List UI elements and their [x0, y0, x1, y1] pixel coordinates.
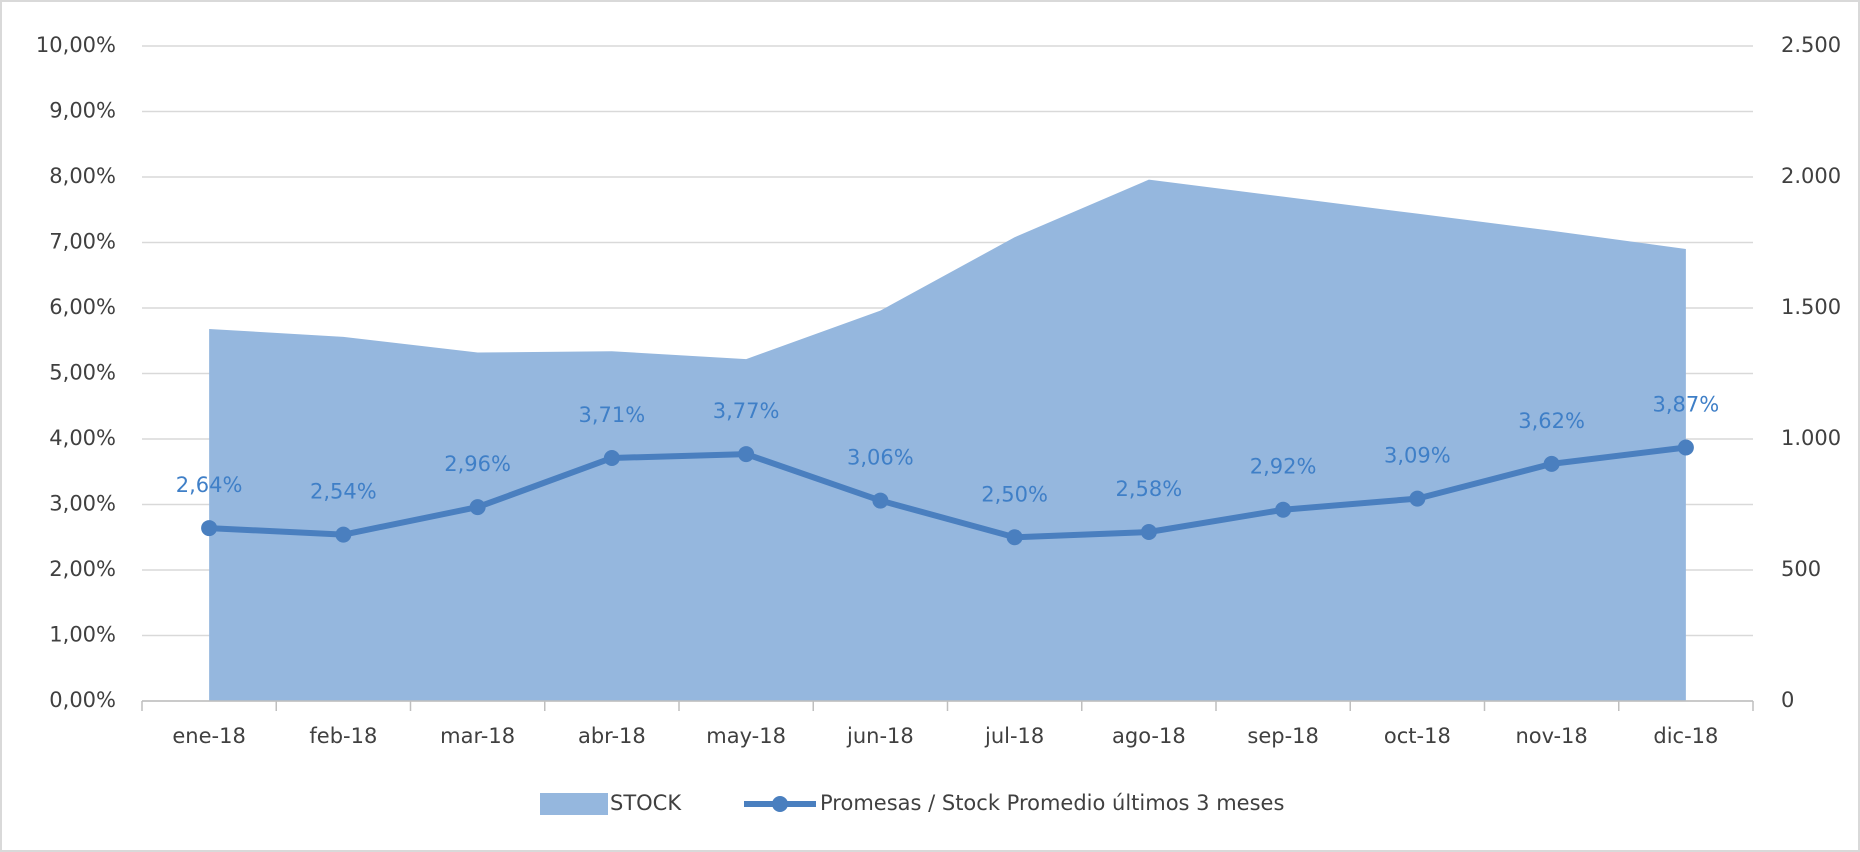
y-tick-label: 1,00%: [49, 623, 116, 647]
ratio-line: [208, 444, 1687, 541]
ratio-point: [201, 520, 218, 537]
x-tick-label: oct-18: [1384, 724, 1451, 748]
ratio-point: [335, 526, 352, 543]
y2-tick-label: 0: [1781, 688, 1794, 712]
ratio-point: [603, 449, 620, 466]
x-tick-label: abr-18: [578, 724, 646, 748]
ratio-point: [1006, 529, 1023, 546]
y2-tick-label: 1.000: [1781, 426, 1841, 450]
ratio-point: [1409, 490, 1426, 507]
ratio-point: [1140, 524, 1157, 541]
data-label: 3,71%: [579, 403, 646, 427]
x-tick-label: jul-18: [984, 724, 1044, 748]
x-tick-label: ene-18: [172, 724, 245, 748]
y-tick-label: 7,00%: [49, 230, 116, 254]
legend-label: STOCK: [610, 791, 682, 815]
x-tick-label: may-18: [706, 724, 786, 748]
y-tick-label: 10,00%: [36, 33, 116, 57]
data-label: 3,77%: [713, 399, 780, 423]
data-label: 2,92%: [1250, 455, 1317, 479]
y2-tick-label: 500: [1781, 557, 1821, 581]
legend-marker: [772, 796, 788, 812]
y2-tick-label: 2.500: [1781, 33, 1841, 57]
x-tick-label: ago-18: [1112, 724, 1186, 748]
data-label: 2,54%: [310, 480, 377, 504]
x-tick-label: mar-18: [440, 724, 515, 748]
y-tick-label: 4,00%: [49, 426, 116, 450]
data-label: 3,09%: [1384, 444, 1451, 468]
y-tick-label: 3,00%: [49, 492, 116, 516]
data-label: 2,64%: [176, 473, 243, 497]
x-tick-label: sep-18: [1247, 724, 1319, 748]
y-tick-label: 2,00%: [49, 557, 116, 581]
ratio-point: [469, 499, 486, 516]
y-tick-label: 6,00%: [49, 295, 116, 319]
ratio-point: [1677, 439, 1694, 456]
ratio-point: [1543, 455, 1560, 472]
data-label: 3,87%: [1653, 393, 1720, 417]
data-label: 2,58%: [1116, 477, 1183, 501]
y2-tick-label: 2.000: [1781, 164, 1841, 188]
data-label: 3,62%: [1518, 409, 1585, 433]
y2-tick-label: 1.500: [1781, 295, 1841, 319]
legend-swatch: [540, 793, 608, 815]
data-label: 3,06%: [847, 446, 914, 470]
x-tick-label: dic-18: [1653, 724, 1718, 748]
ratio-point: [738, 446, 755, 463]
ratio-point: [872, 492, 889, 509]
x-tick-label: jun-18: [846, 724, 914, 748]
ratio-point: [1275, 501, 1292, 518]
x-tick-label: feb-18: [309, 724, 377, 748]
data-label: 2,50%: [981, 482, 1048, 506]
y-tick-label: 9,00%: [49, 99, 116, 123]
stock-area: [209, 179, 1686, 701]
legend-label: Promesas / Stock Promedio últimos 3 mese…: [820, 791, 1284, 815]
x-tick-label: nov-18: [1515, 724, 1587, 748]
data-label: 2,96%: [444, 452, 511, 476]
y-tick-label: 0,00%: [49, 688, 116, 712]
y-tick-label: 5,00%: [49, 361, 116, 385]
y-tick-label: 8,00%: [49, 164, 116, 188]
